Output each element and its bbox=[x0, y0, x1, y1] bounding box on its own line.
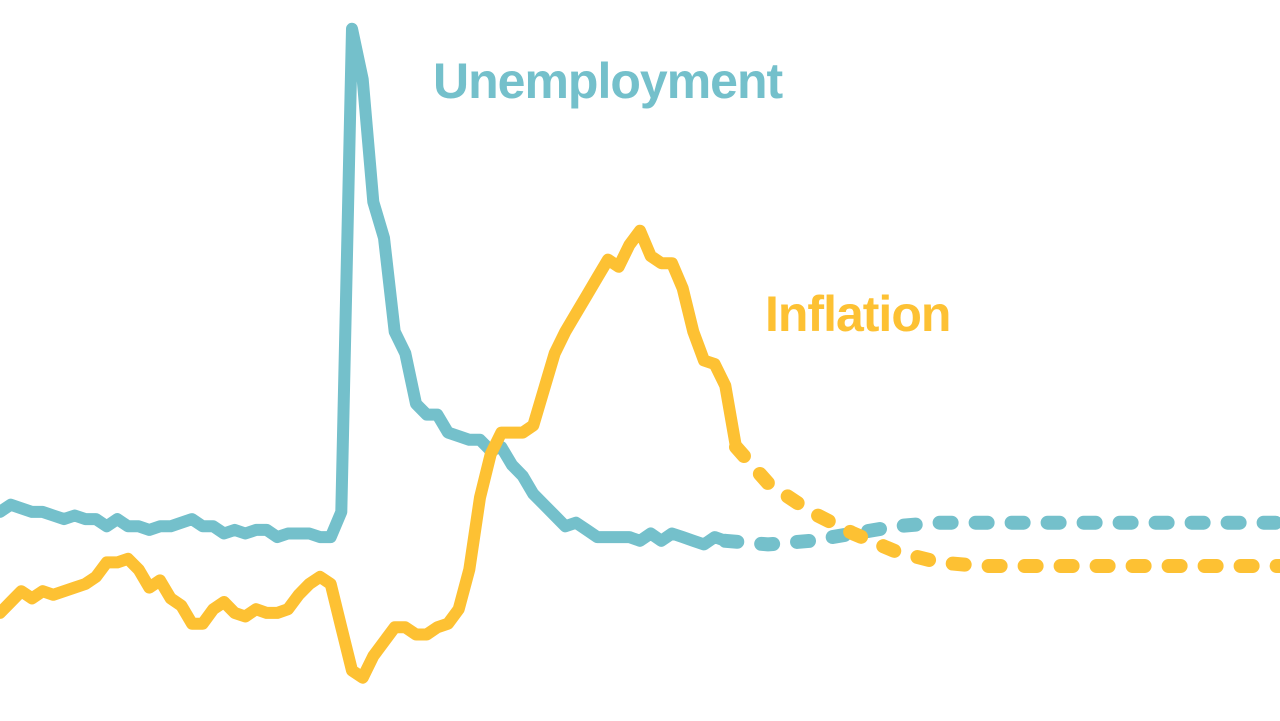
inflation-actual-line bbox=[0, 224, 742, 684]
unemployment-actual-line bbox=[0, 22, 732, 551]
inflation-series-label: Inflation bbox=[765, 286, 950, 342]
unemployment-projected-line bbox=[718, 515, 1280, 552]
inflation-projected-line bbox=[729, 440, 1280, 573]
unemployment-series-label: Unemployment bbox=[433, 53, 784, 109]
series-layer bbox=[0, 22, 1280, 684]
